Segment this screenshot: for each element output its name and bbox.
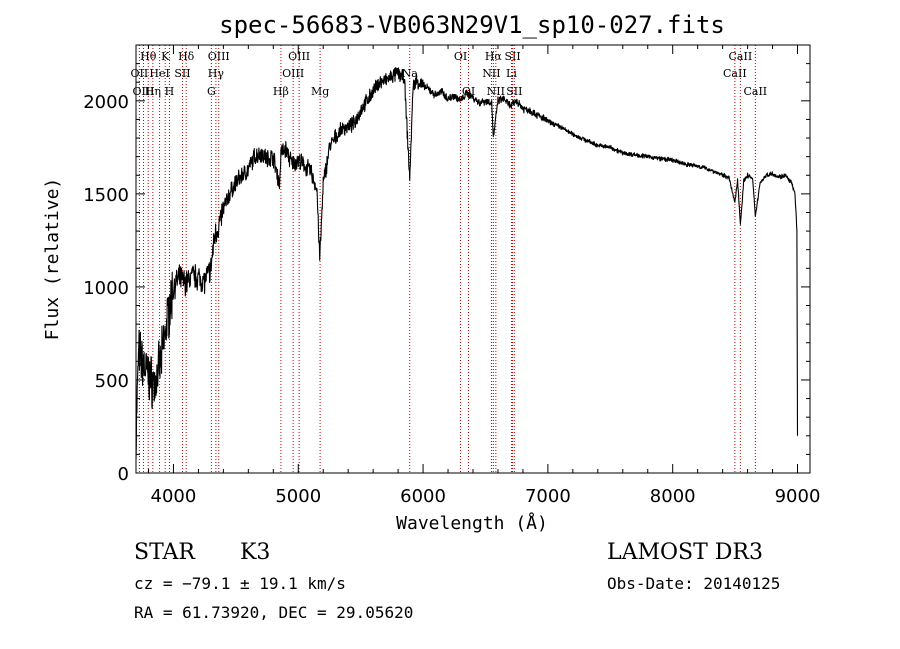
survey-name: LAMOST DR3	[607, 540, 763, 565]
observation-date: Obs-Date: 20140125	[607, 574, 781, 593]
line-label: Hβ	[273, 85, 289, 98]
line-label: CaII	[729, 50, 753, 63]
line-label: SII	[504, 50, 520, 63]
line-label: NII	[487, 85, 505, 98]
line-label: NII	[482, 67, 500, 80]
line-label: Hη	[145, 85, 161, 98]
line-label: G	[207, 85, 216, 98]
x-tick-label: 9000	[775, 486, 821, 507]
x-tick-label: 8000	[650, 486, 696, 507]
line-label: OIII	[208, 50, 230, 63]
line-label: Na	[402, 67, 419, 80]
line-label: Li	[506, 67, 517, 80]
x-axis-label: Wavelength (Å)	[396, 512, 548, 534]
spectrum-line	[135, 67, 799, 460]
line-label: HeI	[149, 67, 169, 80]
line-label: OIII	[288, 50, 310, 63]
y-tick-label: 500	[95, 371, 129, 392]
x-tick-label: 7000	[525, 486, 571, 507]
x-tick-label: 5000	[275, 486, 321, 507]
x-tick-label: 4000	[151, 486, 197, 507]
plot-frame	[135, 44, 811, 474]
x-tick-label: 6000	[400, 486, 446, 507]
chart-title: spec-56683-VB063N29V1_sp10-027.fits	[219, 11, 725, 39]
line-label: SII	[174, 67, 190, 80]
y-tick-label: 1000	[83, 278, 129, 299]
line-label: Hα	[485, 50, 503, 63]
y-axis-label: Flux (relative)	[42, 178, 63, 341]
y-axis: 0 500 1000 1500 2000	[83, 63, 810, 485]
coordinates: RA = 61.73920, DEC = 29.05620	[134, 603, 414, 622]
y-tick-label: 0	[118, 464, 129, 485]
y-tick-label: 2000	[83, 92, 129, 113]
line-label: Hδ	[178, 50, 195, 63]
x-axis: 4000 5000 6000 7000 8000 9000	[147, 45, 821, 507]
spectral-subclass: K3	[240, 540, 271, 565]
line-label: OIII	[282, 67, 304, 80]
line-label: OI	[454, 50, 467, 63]
spectral-line-markers: Hθ OII OIII K HeI Hη SII H Hδ OIII Hγ G OIII OIII Hβ Mg…	[131, 45, 767, 473]
line-label: Mg	[311, 85, 329, 98]
line-label: OIII	[132, 85, 154, 98]
y-tick-label: 1500	[83, 185, 129, 206]
line-label: Hθ	[140, 50, 157, 63]
line-label: SII	[506, 85, 522, 98]
line-label: H	[165, 85, 175, 98]
line-label: CaII	[723, 67, 747, 80]
line-label: Hγ	[208, 67, 225, 80]
line-label: CaII	[743, 85, 767, 98]
line-label: OII	[131, 67, 149, 80]
line-label: K	[161, 50, 170, 63]
object-class: STAR	[134, 540, 195, 565]
redshift-velocity: cz = −79.1 ± 19.1 km/s	[134, 574, 346, 593]
